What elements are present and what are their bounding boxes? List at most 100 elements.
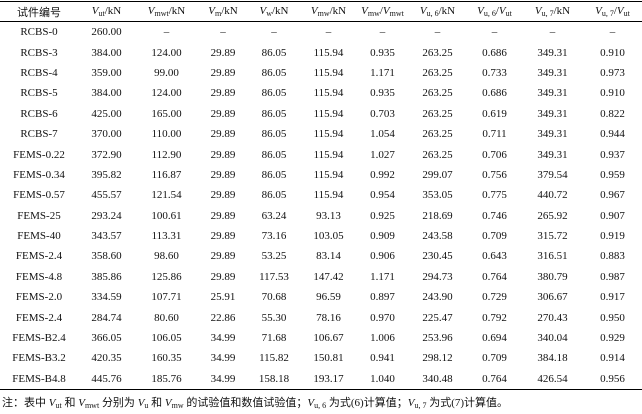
column-header: Vmwt/kN [135,1,198,22]
cell-value: 115.94 [313,66,344,79]
cell-value: 0.967 [600,189,625,202]
cell-value: 0.959 [600,168,625,181]
cell-value: 0.919 [600,230,625,243]
cell-value: 73.16 [261,230,287,243]
cell-value: 125.86 [151,270,182,283]
cell-value: 34.99 [198,368,248,391]
cell-value: 117.53 [259,270,289,283]
text-segment: V [534,5,542,17]
text-segment: V [477,5,484,17]
cell-value: 370.00 [91,128,122,141]
cell-value: 193.17 [300,368,357,391]
cell-value: 0.937 [600,148,625,161]
cell-value: 372.90 [91,148,122,161]
cell-value: 96.59 [316,291,341,304]
table-row: FEMS-2.4 284.74 80.60 22.86 55.30 78.16 0.970 2… [0,307,642,327]
cell-value: 113.31 [151,230,182,243]
text-segment: 为式(7)计算值。 [426,397,509,410]
cell-value: 425.00 [91,107,122,120]
cell-value: 78.16 [316,311,341,324]
cell-value: 263.25 [422,148,453,161]
cell-value: 86.05 [261,148,287,161]
cell-value: – [491,26,498,39]
cell-value: 270.43 [537,311,568,324]
text-segment: u, 6 [483,9,496,18]
text-segment: u, 6 [314,401,327,411]
text-segment: 和 [148,397,165,410]
text-segment: ut [505,9,512,18]
table-row: FEMS-4.8 385.86 125.86 29.89 117.53 147.42 1.1… [0,267,642,287]
text-segment: mw [367,9,380,18]
cell-value: 115.94 [313,168,344,181]
specimen-id: FEMS-B2.4 [12,332,66,345]
cell-value: 294.73 [422,270,453,283]
text-segment: V [164,397,172,410]
cell-value: 99.00 [154,66,179,79]
table-note: 注：表中 Vut 和 Vmwt 分别为 Vu 和 Vmw 的试验值和数值试验值；… [0,394,642,410]
text-segment: V [407,397,415,410]
cell-value: 366.05 [91,332,122,345]
cell-value: 29.89 [210,128,236,141]
cell-value: 0.944 [600,128,625,141]
cell-value: 29.89 [210,46,236,59]
cell-value: 349.31 [537,46,568,59]
cell-value: 86.05 [261,168,287,181]
cell-value: 106.05 [151,332,182,345]
cell-value: 80.60 [154,311,179,324]
column-header: Vw/kN [248,1,300,22]
specimen-id: FEMS-2.4 [15,250,63,263]
table-row: RCBS-6 425.00 165.00 29.89 86.05 115.94 0.703 2… [0,104,642,124]
cell-value: 86.05 [261,46,287,59]
cell-value: 63.24 [261,209,287,222]
cell-value: 265.92 [537,209,568,222]
text-segment: /kN [221,5,238,17]
cell-value: 0.822 [600,107,625,120]
column-header: Vm/kN [198,1,248,22]
cell-value: 349.31 [537,148,568,161]
text-segment: V [48,397,56,410]
text-segment: u, 7 [541,9,554,18]
specimen-id: FEMS-0.22 [13,148,65,161]
cell-value: – [434,26,441,39]
text-segment: 的试验值和数值试验值； [183,397,308,410]
cell-value: 263.25 [422,107,453,120]
cell-value: 160.35 [151,352,182,365]
cell-value: 0.929 [600,332,625,345]
text-segment: 试件编号 [17,6,61,19]
cell-value: 106.67 [313,332,344,345]
text-segment: u, 6 [426,9,439,18]
cell-value: 395.82 [91,168,122,181]
cell-value: 0.775 [482,189,507,202]
specimen-id: FEMS-25 [17,209,61,222]
cell-value: 218.69 [422,209,453,222]
text-segment: /kN [329,5,347,17]
cell-value: 93.13 [316,209,341,222]
cell-value: 455.57 [91,189,122,202]
text-segment: 为式(6)计算值； [326,397,408,410]
cell-value: 86.05 [261,87,287,100]
text-segment: V [147,5,155,17]
cell-value: 0.756 [482,168,507,181]
text-segment: ut [98,9,105,18]
cell-value: 29.89 [210,66,236,79]
text-segment: V [137,397,145,410]
specimen-id: FEMS-2.0 [15,291,63,304]
cell-value: 306.67 [537,291,568,304]
cell-value: 165.00 [151,107,182,120]
text-segment: V [91,5,99,17]
cell-value: 0.643 [482,250,507,263]
specimen-id: FEMS-4.8 [15,270,63,283]
cell-value: 340.48 [408,368,467,391]
cell-value: 0.686 [482,46,507,59]
cell-value: 29.89 [210,250,236,263]
cell-value: 116.87 [151,168,182,181]
text-segment: u [144,401,149,411]
specimen-id: RCBS-4 [20,66,58,79]
cell-value: 0.956 [583,368,642,391]
cell-value: – [220,26,226,39]
cell-value: 0.907 [600,209,625,222]
cell-value: 340.04 [537,332,568,345]
text-segment: V [78,397,85,410]
text-segment: V [259,5,267,17]
